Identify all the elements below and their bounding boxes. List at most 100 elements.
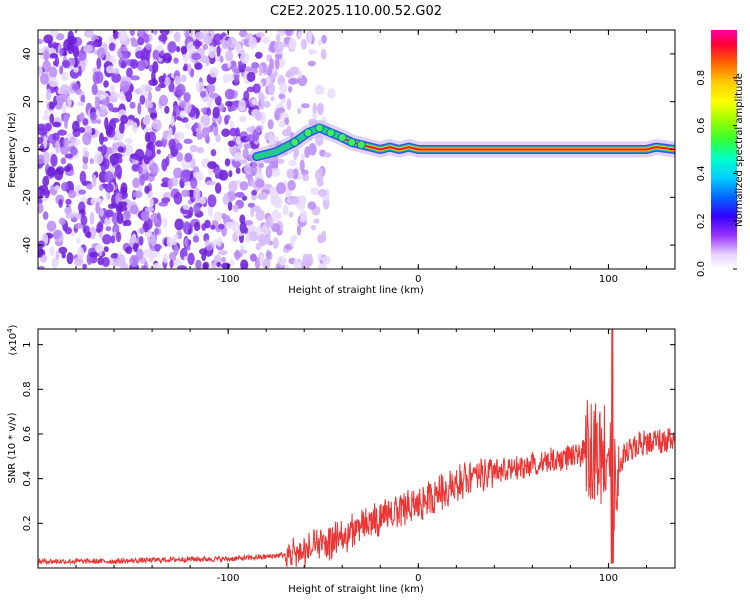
noise-cell xyxy=(320,48,327,60)
noise-cell xyxy=(205,180,216,186)
noise-cell xyxy=(272,237,279,249)
snr-y-label: SNR (10 * v/v) xyxy=(7,412,18,483)
noise-cell xyxy=(149,112,158,119)
figure-title: C2E2.2025.110.00.52.G02 xyxy=(270,4,442,19)
noise-cell xyxy=(111,142,118,154)
noise-cell xyxy=(79,170,87,184)
spectrogram-x-ticks: -100 0 100 xyxy=(37,30,647,285)
noise-cell xyxy=(145,42,152,51)
noise-cell xyxy=(202,262,209,269)
noise-cell xyxy=(39,73,49,85)
noise-cell xyxy=(50,153,58,167)
noise-cell xyxy=(153,244,162,250)
noise-cell xyxy=(183,92,191,103)
noise-cell xyxy=(77,246,85,260)
noise-cell xyxy=(255,242,262,251)
noise-cell xyxy=(117,146,125,153)
noise-cell xyxy=(222,193,230,206)
noise-cell xyxy=(321,255,331,265)
noise-cell xyxy=(129,254,140,267)
noise-cell xyxy=(93,39,103,48)
noise-cell xyxy=(213,166,219,175)
noise-cell xyxy=(168,251,177,262)
noise-cell xyxy=(301,257,311,269)
noise-cell xyxy=(227,140,236,147)
noise-cell xyxy=(297,31,302,39)
noise-cell xyxy=(137,166,143,175)
x-tick-label: 100 xyxy=(599,274,618,285)
noise-cell xyxy=(274,110,280,121)
noise-cell xyxy=(103,80,109,88)
noise-cell xyxy=(54,184,60,191)
noise-cell xyxy=(139,174,145,186)
noise-cell xyxy=(231,204,239,212)
noise-cell xyxy=(78,189,87,195)
noise-cell xyxy=(243,143,252,149)
noise-cell xyxy=(179,100,187,108)
noise-cell xyxy=(183,138,193,144)
noise-cell xyxy=(255,178,265,188)
noise-cell xyxy=(220,262,231,269)
noise-cell xyxy=(268,132,274,146)
noise-cell xyxy=(271,209,280,222)
noise-cell xyxy=(156,149,161,155)
noise-cell xyxy=(207,161,217,170)
noise-cell xyxy=(95,227,102,233)
y-tick-label: 0.8 xyxy=(22,381,33,397)
noise-cell xyxy=(266,76,271,85)
noise-cell xyxy=(274,40,284,53)
noise-cell xyxy=(173,57,179,64)
noise-cell xyxy=(74,212,82,220)
noise-cell xyxy=(225,114,231,121)
noise-cell xyxy=(42,211,49,221)
noise-cell xyxy=(104,170,114,183)
noise-cell xyxy=(38,240,45,249)
noise-cell xyxy=(196,146,205,154)
noise-cell xyxy=(212,106,220,119)
noise-cell xyxy=(166,236,174,248)
noise-cell xyxy=(150,234,157,247)
track-point xyxy=(290,137,300,147)
noise-cell xyxy=(148,101,154,109)
noise-cell xyxy=(249,179,257,187)
noise-cell xyxy=(84,151,90,158)
track-point xyxy=(356,140,366,150)
noise-cell xyxy=(162,217,168,229)
noise-cell xyxy=(82,118,89,126)
noise-cell xyxy=(276,182,286,195)
noise-cell xyxy=(235,135,241,145)
noise-cell xyxy=(262,258,271,269)
noise-cell xyxy=(317,188,328,197)
noise-cell xyxy=(144,114,150,125)
noise-cell xyxy=(307,31,313,44)
noise-cell xyxy=(293,258,299,269)
noise-cell xyxy=(107,203,116,209)
noise-cell xyxy=(149,198,154,208)
noise-cell xyxy=(49,66,58,79)
noise-cell xyxy=(172,258,182,268)
noise-cell xyxy=(194,62,203,70)
noise-cell xyxy=(265,165,273,179)
noise-cell xyxy=(38,203,44,214)
noise-cell xyxy=(94,96,101,110)
noise-cell xyxy=(51,258,59,267)
colorbar-tick-label: 0.4 xyxy=(696,165,707,181)
noise-cell xyxy=(270,96,275,102)
noise-cell xyxy=(117,172,122,180)
noise-cell xyxy=(317,39,323,47)
noise-cell xyxy=(284,264,289,269)
noise-cell xyxy=(163,76,171,87)
noise-cell xyxy=(299,159,305,172)
noise-cell xyxy=(152,30,158,36)
noise-cell xyxy=(301,169,309,176)
noise-cell xyxy=(131,163,140,172)
noise-cell xyxy=(228,74,235,82)
noise-cell xyxy=(299,210,308,220)
noise-cell xyxy=(130,59,139,69)
noise-cell xyxy=(138,235,144,246)
noise-cell xyxy=(255,209,265,221)
noise-cell xyxy=(55,250,60,261)
noise-cell xyxy=(233,74,240,84)
noise-cell xyxy=(132,122,138,133)
noise-cell xyxy=(211,122,218,128)
